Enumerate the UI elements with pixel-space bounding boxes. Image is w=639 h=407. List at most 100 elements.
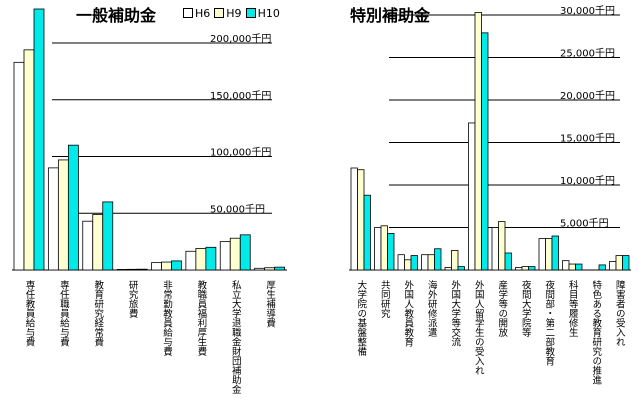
special-bar-h10	[528, 266, 536, 271]
general-y-tick-label: 100,000千円	[210, 147, 271, 159]
special-bar-h9	[357, 169, 365, 271]
special-y-tick-label: 25,000千円	[560, 48, 615, 60]
general-bar-h9	[264, 267, 276, 271]
general-bar-h6	[151, 262, 162, 271]
legend-swatch-h9	[214, 8, 225, 18]
special-category-label: 外国人留学生の受入れ	[473, 279, 485, 375]
special-bar-h9	[568, 263, 576, 271]
special-category-label: 共同研究	[379, 280, 391, 319]
special-y-tick-label: 30,000千円	[560, 5, 615, 17]
legend-label-h6: H6	[195, 6, 211, 20]
special-category-label: 海外研修派遣	[426, 279, 438, 337]
general-bar-h10	[67, 144, 79, 271]
special-category-label: 科目等履修生	[567, 279, 579, 337]
general-category-label: 研究旅費	[127, 280, 139, 319]
special-bar-h6	[350, 167, 358, 271]
special-bar-h6	[468, 122, 476, 271]
special-bar-h6	[374, 227, 382, 271]
general-bar-h6	[82, 220, 94, 271]
general-bar-h9	[57, 159, 69, 271]
general-bar-h6	[254, 267, 266, 271]
general-category-label: 教育研究経常費	[92, 279, 104, 347]
special-bar-h6	[491, 227, 499, 271]
general-bar-h9	[23, 49, 35, 271]
general-category-label: 非常勤教員給与費	[161, 279, 173, 357]
general-bar-h10	[102, 201, 114, 271]
special-y-tick-label: 10,000千円	[560, 175, 615, 187]
special-bar-h9	[404, 259, 412, 271]
general-bar-h10	[33, 8, 45, 271]
special-bar-h10	[363, 194, 371, 271]
special-bar-h10	[481, 32, 489, 271]
special-bar-h6	[444, 267, 452, 271]
special-bar-h10	[622, 255, 630, 271]
legend-item-h9: H9	[214, 6, 242, 20]
general-bar-h6	[116, 269, 128, 271]
special-bar-h9	[380, 225, 388, 271]
general-bar-h9	[126, 268, 138, 271]
general-bar-h10	[136, 268, 148, 271]
general-bar-h9	[92, 213, 104, 271]
special-category-label: 外国大学等交流	[449, 279, 461, 347]
chart-title-general-subsidy: 一般補助金	[76, 6, 157, 25]
special-category-label: 夜間大学院等	[520, 279, 532, 337]
special-bar-h9	[474, 12, 482, 271]
general-category-label: 専任職員給与費	[58, 279, 70, 347]
special-bar-h6	[397, 254, 405, 271]
legend-label-h9: H9	[226, 6, 242, 20]
special-bar-h6	[421, 254, 429, 271]
special-bar-h6	[609, 261, 617, 271]
general-category-label: 教職員福利厚生費	[195, 279, 207, 357]
general-bar-h6	[13, 61, 25, 271]
general-category-label: 専任教員給与費	[24, 279, 36, 347]
special-category-label: 外国人教員教育	[402, 279, 414, 347]
general-bar-h9	[229, 237, 241, 271]
general-bar-h10	[205, 246, 217, 271]
legend: H6 H9 H10	[183, 6, 280, 20]
special-category-label: 特色ある教育研究の推進	[590, 279, 602, 385]
special-bar-h10	[457, 266, 465, 271]
legend-item-h10: H10	[245, 6, 280, 20]
special-y-tick-label: 5,000千円	[560, 218, 609, 230]
special-bar-h10	[598, 264, 606, 271]
general-y-tick-label: 200,000千円	[210, 33, 271, 45]
special-bar-h6	[562, 260, 570, 271]
legend-item-h6: H6	[183, 7, 210, 20]
chart-title-special-subsidy: 特別補助金	[350, 6, 431, 25]
special-category-label: 障害者の受入れ	[614, 279, 626, 346]
legend-swatch-h6	[183, 8, 193, 18]
special-y-tick-label: 15,000千円	[560, 133, 615, 145]
legend-swatch-h10	[245, 8, 256, 18]
special-category-label: 大学院の基盤整備	[355, 279, 367, 357]
special-bar-h9	[615, 255, 623, 271]
general-bar-h9	[195, 248, 207, 271]
special-bar-h9	[521, 266, 529, 271]
general-bar-h10	[239, 234, 251, 271]
special-y-tick-label: 20,000千円	[560, 90, 615, 102]
general-bar-h6	[185, 250, 197, 271]
special-bar-h10	[387, 233, 395, 271]
special-category-label: 夜間部・第二部教育	[543, 279, 555, 366]
general-bar-h10	[274, 266, 286, 271]
general-category-label: 私立大学退職金財団補助金	[230, 280, 242, 394]
legend-label-h10: H10	[257, 6, 280, 20]
special-bar-h10	[551, 235, 559, 271]
special-bar-h9	[451, 250, 459, 271]
general-bar-h6	[219, 241, 231, 271]
special-bar-h10	[504, 252, 512, 271]
general-bar-h6	[47, 167, 59, 271]
special-bar-h10	[575, 263, 583, 271]
general-bar-h10	[171, 260, 182, 271]
special-bar-h10	[410, 255, 418, 271]
special-bar-h10	[434, 248, 442, 271]
special-bar-h9	[545, 238, 553, 271]
special-category-label: 産学等の開放	[496, 279, 508, 338]
special-bar-h6	[538, 238, 546, 271]
general-y-tick-label: 150,000千円	[210, 90, 271, 102]
general-bar-h9	[161, 261, 172, 271]
special-bar-h9	[427, 254, 435, 271]
general-category-label: 厚生補導費	[264, 280, 276, 328]
special-bar-h6	[515, 267, 523, 271]
general-y-tick-label: 50,000千円	[210, 203, 265, 215]
